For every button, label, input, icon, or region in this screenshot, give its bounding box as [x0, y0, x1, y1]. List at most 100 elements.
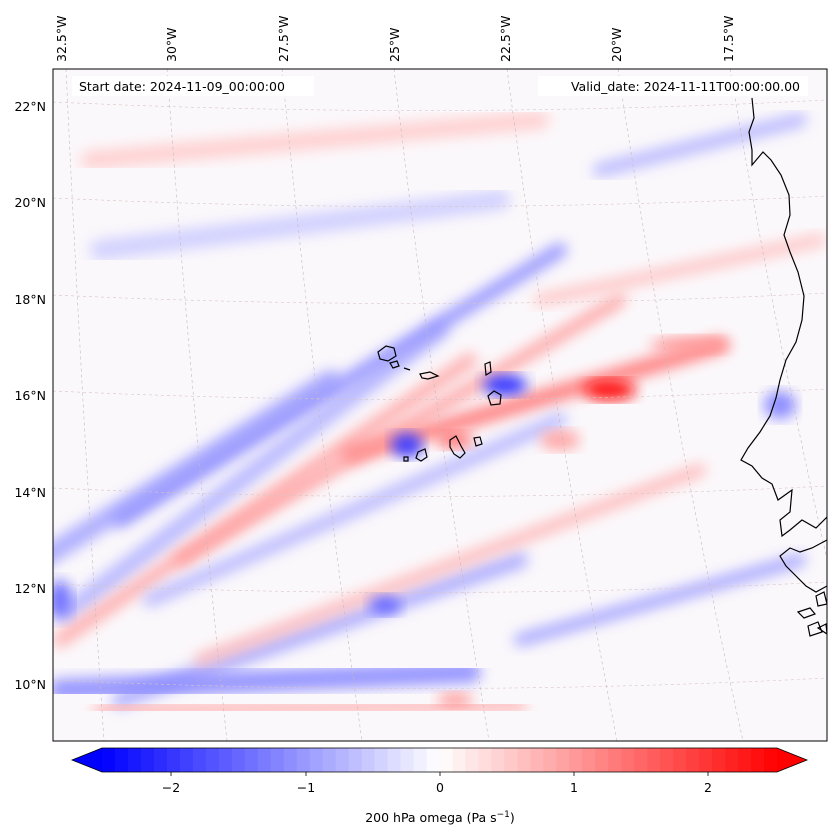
omega-cell — [483, 375, 527, 395]
colorbar-swatch — [439, 748, 453, 772]
omega-band — [593, 113, 807, 177]
longitude-labels: 32.5°W 30°W 27.5°W 25°W 22.5°W 20°W 17.5… — [54, 16, 736, 62]
cape-verde-brava — [403, 456, 409, 462]
colorbar-swatch — [530, 748, 544, 772]
cape-verde-boa-vista — [487, 390, 502, 406]
colorbar-label: 200 hPa omega (Pa s−1) — [365, 810, 515, 825]
lon-label-32-5w: 32.5°W — [54, 16, 69, 62]
colorbar-min-extension — [72, 748, 102, 772]
colorbar-swatch — [738, 748, 752, 772]
colorbar-swatch — [491, 748, 505, 772]
colorbar-swatch — [426, 748, 440, 772]
meridian-line — [393, 69, 490, 741]
parallel-line — [53, 581, 827, 593]
latitude-labels: 22°N 20°N 18°N 16°N 14°N 12°N 10°N — [14, 99, 46, 692]
colorbar-swatch — [218, 748, 233, 772]
cape-verde-sao-nicolau — [403, 367, 440, 380]
omega-band — [194, 464, 706, 666]
colorbar-swatch — [127, 748, 142, 772]
omega-band — [174, 294, 626, 566]
colorbar-swatch — [231, 748, 246, 772]
colorbar-swatch — [413, 748, 427, 772]
colorbar-swatch — [270, 748, 285, 772]
omega-band — [514, 554, 806, 646]
colorbar-swatch — [257, 748, 272, 772]
lat-label-22n: 22°N — [14, 99, 46, 114]
omega-cell — [437, 693, 473, 707]
omega-band — [53, 661, 481, 701]
omega-band — [53, 370, 340, 564]
colorbar-tick-label: 0 — [436, 780, 444, 795]
colorbar-swatch — [205, 748, 220, 772]
omega-band — [90, 190, 510, 260]
guinea-coastline — [779, 539, 827, 593]
colorbar-swatch — [647, 748, 661, 772]
graticule — [53, 69, 827, 741]
omega-cell — [584, 380, 636, 400]
colorbar-swatch — [582, 748, 596, 772]
colorbar-swatch — [699, 748, 713, 772]
omega-band — [53, 353, 477, 647]
africa-coastline — [740, 97, 827, 538]
omega-field — [53, 111, 826, 717]
omega-band — [113, 243, 567, 527]
lat-label-20n: 20°N — [14, 195, 46, 210]
colorbar-swatch — [686, 748, 700, 772]
cape-verde-santiago — [449, 435, 466, 459]
lon-label-22-5w: 22.5°W — [498, 16, 513, 62]
meridian-line — [617, 69, 744, 741]
lon-label-17-5w: 17.5°W — [721, 16, 736, 62]
start-date-box — [72, 76, 314, 96]
colorbar-swatch — [400, 748, 414, 772]
omega-band — [143, 413, 567, 607]
cape-verde-santo-antao — [377, 345, 397, 362]
colorbar-swatch — [543, 748, 557, 772]
colorbar-swatch — [751, 748, 765, 772]
colorbar-tick-label: −1 — [297, 780, 315, 795]
colorbar-swatch — [556, 748, 570, 772]
colorbar-swatch — [322, 748, 337, 772]
map-panel: Start date: 2024-11-09_00:00:00 Valid_da… — [52, 68, 828, 742]
colorbar-swatch — [465, 748, 479, 772]
lat-label-18n: 18°N — [14, 292, 46, 307]
cape-verde-maio — [473, 436, 483, 447]
cape-verde-sal — [484, 361, 492, 377]
colorbar-swatch — [153, 748, 168, 772]
colorbar-swatch — [478, 748, 492, 772]
colorbar-swatch — [517, 748, 531, 772]
cape-verde-sao-vicente — [389, 360, 400, 369]
colorbar-swatch — [309, 748, 324, 772]
lon-label-30w: 30°W — [164, 27, 179, 62]
colorbar-swatch — [361, 748, 375, 772]
map-frame — [52, 68, 828, 742]
colorbar-label-suffix: ) — [510, 810, 515, 825]
colorbar-swatch — [595, 748, 609, 772]
parallel-line — [53, 485, 827, 497]
omega-cell — [650, 337, 730, 353]
colorbar-outline — [70, 747, 809, 773]
lat-label-16n: 16°N — [14, 388, 46, 403]
colorbar-swatch — [335, 748, 350, 772]
colorbar-swatch — [348, 748, 363, 772]
colorbar-swatch — [452, 748, 466, 772]
colorbar-swatch — [387, 748, 401, 772]
colorbar-swatch — [179, 748, 194, 772]
lon-label-20w: 20°W — [609, 27, 624, 62]
colorbar: −2 −1 0 1 2 200 hPa omega (Pa s−1) — [70, 747, 809, 825]
omega-band — [61, 321, 449, 619]
colorbar-swatch — [725, 748, 739, 772]
colorbar-label-prefix: 200 hPa omega (Pa s — [365, 810, 496, 825]
omega-band — [81, 111, 549, 169]
parallel-line — [53, 388, 827, 400]
omega-cell — [391, 433, 423, 457]
colorbar-swatch — [569, 748, 583, 772]
colorbar-swatches — [102, 748, 778, 772]
bissau-islands — [796, 591, 827, 637]
colorbar-swatch — [166, 748, 181, 772]
parallel-line — [53, 292, 827, 304]
colorbar-swatch — [621, 748, 635, 772]
colorbar-swatch — [140, 748, 155, 772]
omega-cell — [540, 430, 580, 450]
omega-band — [534, 234, 826, 306]
